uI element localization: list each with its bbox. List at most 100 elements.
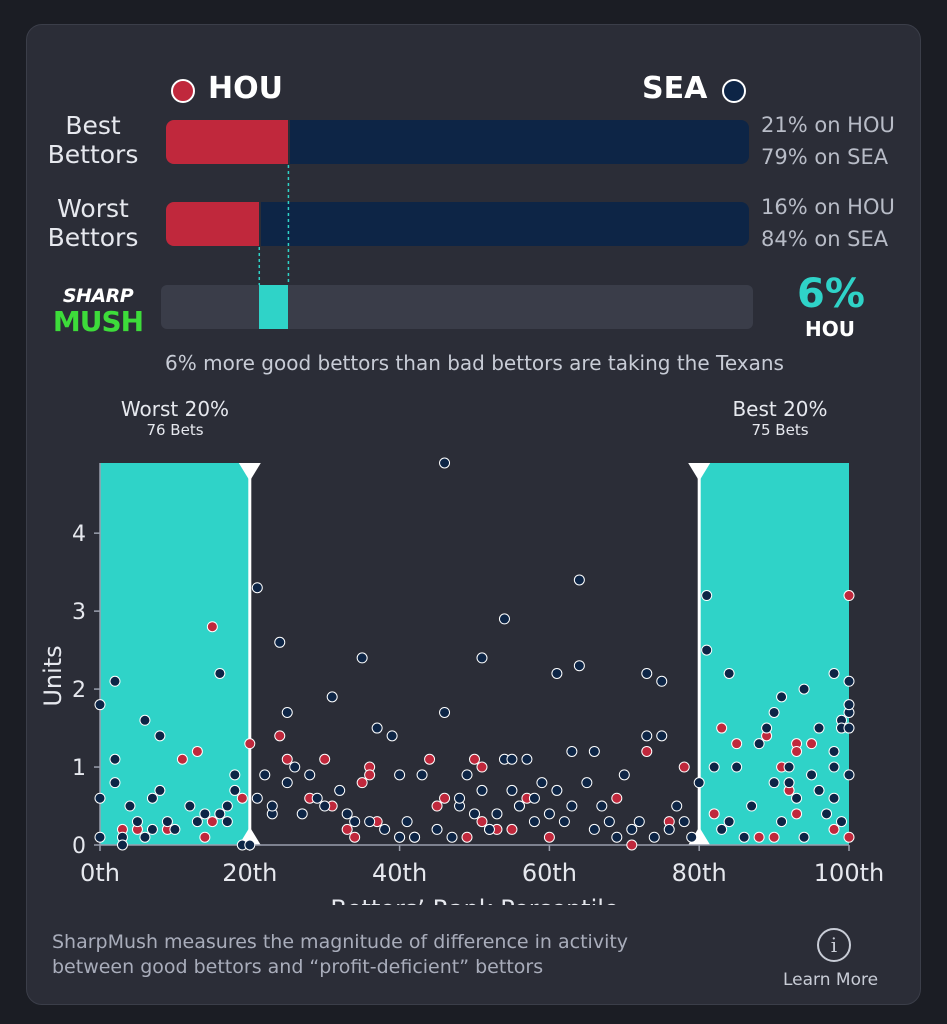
worst-hou-pct: 16% on HOU (761, 195, 895, 219)
hou-bet-point (828, 823, 840, 835)
hou-bet-point (626, 839, 638, 851)
worst-zone-count: 76 Bets (146, 421, 204, 439)
sea-bet-point (731, 761, 743, 773)
sea-bet-point (551, 784, 563, 796)
sea-bet-point (723, 816, 735, 828)
sea-bet-point (498, 613, 510, 625)
hou-bet-point (424, 753, 436, 765)
info-icon[interactable]: i (817, 928, 851, 962)
sea-bet-point (401, 816, 413, 828)
hou-bet-point (843, 590, 855, 602)
sea-bet-point (686, 831, 698, 843)
sea-bet-point (566, 800, 578, 812)
away-team-label: HOU (208, 71, 283, 106)
sea-bet-point (409, 831, 421, 843)
hou-bet-point (191, 745, 203, 757)
sea-bet-point (588, 823, 600, 835)
sharpmush-card: HOU SEA Best Bettors 21% on HOU 79% on S… (26, 24, 921, 1005)
best-zone-header: Best 20% 75 Bets (700, 397, 860, 439)
sea-bet-point (633, 816, 645, 828)
sea-bet-point (214, 808, 226, 820)
sea-bet-point (671, 800, 683, 812)
y-axis-label: Units (39, 645, 67, 706)
sea-bet-point (146, 823, 158, 835)
sea-bet-point (656, 730, 668, 742)
sea-bet-point (716, 823, 728, 835)
sea-bet-point (836, 816, 848, 828)
sea-bet-point (281, 706, 293, 718)
zone-top-marker-1 (688, 463, 711, 481)
best-pct-text: 21% on HOU 79% on SEA (761, 109, 895, 173)
learn-more-link[interactable]: Learn More (783, 970, 879, 990)
y-tick-label: 3 (72, 600, 86, 625)
best-bettors-label: Best Bettors (45, 111, 141, 169)
sea-bet-point (483, 823, 495, 835)
sea-bet-point (551, 667, 563, 679)
best-hou-segment (166, 120, 289, 164)
sea-bet-point (169, 823, 181, 835)
sea-bet-point (506, 753, 518, 765)
hou-bet-point (319, 753, 331, 765)
sea-bet-point (94, 792, 106, 804)
sea-bet-point (146, 792, 158, 804)
sea-bet-point (109, 777, 121, 789)
hou-bet-point (469, 753, 480, 765)
sea-bet-point (334, 784, 346, 796)
hou-bet-point (708, 808, 720, 820)
sea-bet-point (566, 745, 578, 757)
hou-bet-point (791, 745, 803, 757)
sea-bet-point (476, 784, 488, 796)
difference-connectors (258, 165, 290, 287)
sea-bet-point (304, 769, 316, 781)
sea-bet-point (761, 722, 773, 734)
best-bettors-label-line1: Best (65, 111, 121, 140)
sea-bet-point (394, 831, 406, 843)
sea-bet-point (693, 777, 705, 789)
sea-bet-point (791, 792, 803, 804)
home-team-label: SEA (642, 71, 708, 106)
sea-bet-point (543, 808, 555, 820)
hou-bet-point (176, 753, 188, 765)
sea-bet-point (746, 800, 758, 812)
sea-bet-point (476, 652, 488, 664)
sea-bet-point (439, 457, 451, 469)
hou-bet-point (341, 823, 353, 835)
sea-bet-point (124, 800, 136, 812)
hou-bet-point (431, 800, 443, 812)
sea-bet-point (768, 706, 780, 718)
sea-bet-point (806, 769, 818, 781)
sea-bet-point (154, 730, 166, 742)
hou-bet-point (364, 769, 376, 781)
sea-bet-point (828, 792, 840, 804)
sea-bet-point (641, 667, 653, 679)
hou-bet-point (244, 738, 256, 750)
sea-bet-point (491, 808, 503, 820)
sea-bet-point (513, 800, 525, 812)
sea-bet-point (94, 699, 106, 711)
sea-bet-point (191, 816, 203, 828)
sea-bet-point (349, 816, 361, 828)
hou-bet-point (768, 831, 780, 843)
sea-bet-point (506, 784, 518, 796)
x-axis-label: Bettors’ Rank Percentile (330, 895, 618, 905)
sea-bet-point (828, 745, 840, 757)
sea-bet-point (776, 816, 788, 828)
sea-bet-point (821, 808, 833, 820)
sea-bet-point (319, 800, 331, 812)
footer-note: SharpMush measures the magnitude of diff… (52, 930, 628, 980)
sea-bet-point (701, 644, 713, 656)
sea-bet-point (94, 831, 106, 843)
sea-bet-point (244, 839, 256, 851)
y-tick-label: 0 (72, 834, 86, 859)
sea-bet-point (768, 777, 780, 789)
sea-bet-point (416, 769, 428, 781)
sea-bet-point (229, 784, 241, 796)
sea-bet-point (626, 823, 638, 835)
logo-top-text: SHARP (62, 285, 134, 307)
hou-bet-point (843, 831, 855, 843)
hou-bet-point (543, 831, 555, 843)
sea-bet-point (581, 777, 593, 789)
x-tick-label: 60th (522, 859, 577, 887)
sea-bet-point (738, 831, 750, 843)
sea-bet-point (251, 792, 263, 804)
